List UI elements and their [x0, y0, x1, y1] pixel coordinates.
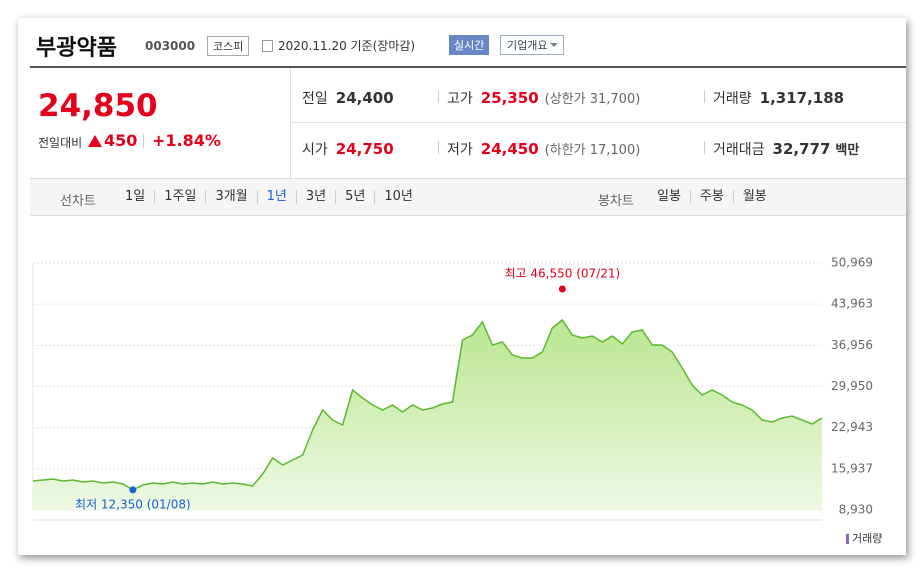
- quote-label: 전일: [302, 91, 328, 107]
- quote-label: 고가: [447, 91, 473, 107]
- quote-label: 저가: [447, 142, 473, 158]
- y-tick-label: 29,950: [831, 379, 873, 393]
- quote-unit: 백만: [835, 143, 860, 158]
- y-tick-label: 15,937: [831, 461, 873, 475]
- quote-note: (상한가 31,700): [544, 92, 641, 107]
- line-periods: 1일 1주일 3개월 1년 3년 5년 10년: [116, 190, 422, 204]
- table-rule: [290, 122, 906, 123]
- calendar-icon: [262, 40, 273, 52]
- quote-label: 거래대금: [713, 142, 765, 158]
- tab-bar: 선차트 1일 1주일 3개월 1년 3년 5년 10년 봉차트 일봉 주봉 월봉: [30, 178, 906, 216]
- price-line: [32, 318, 823, 491]
- quote-value: 1,317,188: [759, 89, 845, 107]
- change-value: 450: [104, 131, 138, 150]
- quote-note: (하한가 17,100): [544, 143, 641, 158]
- quote-label: 시가: [302, 142, 328, 158]
- price-chart: 거래량 8,930 15,937 22,943 29,950 36,956 43,963 5…: [32, 256, 882, 545]
- quote-value: 24,450: [480, 140, 539, 158]
- separator: [704, 90, 705, 103]
- line-chart-label: 선차트: [60, 194, 96, 209]
- period-tab[interactable]: 3년: [295, 190, 335, 204]
- stock-code: 003000: [145, 39, 196, 53]
- company-info-button[interactable]: 기업개요: [500, 35, 565, 55]
- quote-cell: 거래량 1,317,188: [704, 88, 844, 108]
- period-tab[interactable]: 1주일: [154, 190, 205, 204]
- current-price: 24,850: [38, 88, 158, 124]
- candle-chart-label: 봉차트: [598, 194, 634, 209]
- quote-label: 거래량: [713, 91, 752, 107]
- y-tick-label: 36,956: [831, 338, 873, 352]
- quote-value: 32,777: [772, 140, 831, 158]
- period-tab[interactable]: 1년: [256, 190, 296, 204]
- period-tab[interactable]: 주봉: [689, 190, 733, 204]
- quote-cell: 고가 25,350 (상한가 31,700): [438, 88, 640, 108]
- volume-legend: 거래량: [852, 532, 882, 545]
- change-label: 전일대비: [38, 136, 83, 150]
- stock-name: 부광약품: [36, 36, 117, 61]
- quote-cell: 전일 24,400: [302, 88, 394, 108]
- period-tab[interactable]: 일봉: [657, 189, 681, 204]
- y-tick-label: 43,963: [831, 297, 873, 311]
- quote-value: 24,750: [335, 140, 394, 158]
- period-tab[interactable]: 월봉: [732, 190, 776, 204]
- low-marker: [129, 486, 137, 494]
- separator: [438, 90, 439, 103]
- dropdown-caret: [550, 43, 559, 51]
- up-arrow: [88, 135, 102, 147]
- quote-cell: 저가 24,450 (하한가 17,100): [438, 139, 640, 159]
- stock-panel: 거래량 8,930 15,937 22,943 29,950 36,956 43,963 5…: [18, 18, 906, 555]
- separator: [438, 141, 439, 154]
- period-tab[interactable]: 3개월: [205, 190, 256, 204]
- market-badge: 코스피: [207, 36, 250, 56]
- quote-value: 24,400: [335, 89, 394, 107]
- candle-periods: 일봉 주봉 월봉: [648, 190, 776, 204]
- realtime-button[interactable]: 실시간: [449, 35, 490, 55]
- price-box: 24,850 전일대비 450 +1.84%: [30, 68, 291, 178]
- y-tick-label: 50,969: [831, 256, 873, 270]
- period-tab[interactable]: 10년: [374, 190, 422, 204]
- company-info-label: 기업개요: [507, 39, 548, 52]
- low-label: 최저 12,350 (01/08): [75, 497, 191, 511]
- high-label: 최고 46,550 (07/21): [505, 266, 621, 280]
- area-fill: [33, 320, 822, 510]
- change-pct: +1.84%: [152, 131, 221, 150]
- quote-cell: 거래대금 32,777 백만: [704, 139, 859, 159]
- y-tick-label: 22,943: [831, 420, 873, 434]
- quote-value: 25,350: [480, 89, 539, 107]
- header-rule: [30, 66, 906, 68]
- period-tab[interactable]: 5년: [335, 190, 374, 204]
- quote-cell: 시가 24,750: [302, 139, 394, 159]
- volume-legend-swatch: [846, 534, 849, 544]
- separator: [143, 134, 144, 148]
- period-tab[interactable]: 1일: [125, 189, 146, 204]
- y-tick-label: 8,930: [839, 503, 873, 517]
- high-marker: [558, 285, 566, 293]
- separator: [704, 141, 705, 154]
- base-date: 2020.11.20 기준(장마감): [278, 39, 416, 53]
